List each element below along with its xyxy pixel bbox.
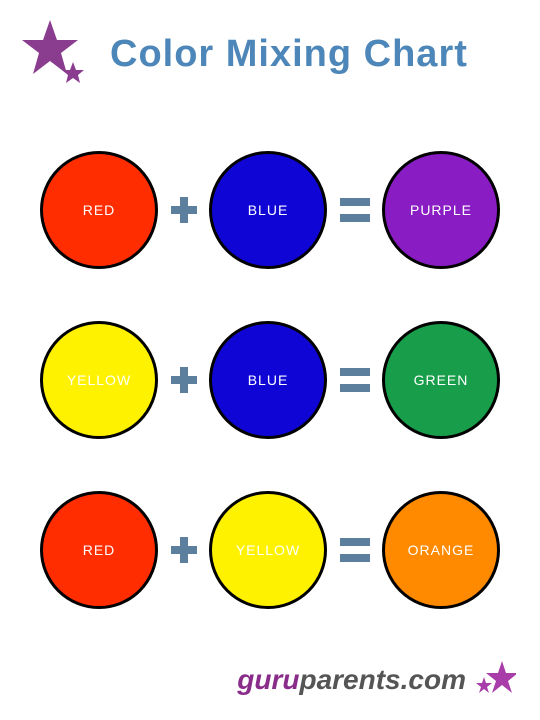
mix-row: RED YELLOW ORANGE bbox=[40, 491, 500, 609]
color-b-circle-label: YELLOW bbox=[236, 542, 300, 558]
color-b-circle-label: BLUE bbox=[248, 202, 289, 218]
star-icon bbox=[472, 657, 516, 702]
color-b-circle: BLUE bbox=[209, 151, 327, 269]
footer-parents: parents bbox=[299, 664, 400, 695]
color-a-circle-label: RED bbox=[83, 542, 116, 558]
footer-dotcom: .com bbox=[401, 664, 466, 695]
color-b-circle: YELLOW bbox=[209, 491, 327, 609]
result-circle: GREEN bbox=[382, 321, 500, 439]
result-circle-label: PURPLE bbox=[410, 202, 472, 218]
equals-icon bbox=[340, 538, 370, 562]
color-a-circle: RED bbox=[40, 491, 158, 609]
color-a-circle: RED bbox=[40, 151, 158, 269]
equals-icon bbox=[340, 198, 370, 222]
star-icon bbox=[20, 18, 92, 91]
equals-icon bbox=[340, 368, 370, 392]
footer-guru: guru bbox=[237, 664, 299, 695]
chart-rows: RED BLUE PURPLE YELLOW BLUE GREEN RED YELL… bbox=[0, 101, 540, 609]
color-a-circle: YELLOW bbox=[40, 321, 158, 439]
mix-row: YELLOW BLUE GREEN bbox=[40, 321, 500, 439]
plus-icon bbox=[171, 367, 197, 393]
plus-icon bbox=[171, 197, 197, 223]
color-a-circle-label: RED bbox=[83, 202, 116, 218]
color-a-circle-label: YELLOW bbox=[67, 372, 131, 388]
color-b-circle-label: BLUE bbox=[248, 372, 289, 388]
result-circle: ORANGE bbox=[382, 491, 500, 609]
footer: guruparents.com bbox=[237, 657, 516, 702]
result-circle-label: GREEN bbox=[414, 372, 469, 388]
plus-icon bbox=[171, 537, 197, 563]
result-circle: PURPLE bbox=[382, 151, 500, 269]
page-title: Color Mixing Chart bbox=[110, 33, 468, 76]
color-b-circle: BLUE bbox=[209, 321, 327, 439]
mix-row: RED BLUE PURPLE bbox=[40, 151, 500, 269]
result-circle-label: ORANGE bbox=[408, 542, 475, 558]
header: Color Mixing Chart bbox=[0, 0, 540, 101]
